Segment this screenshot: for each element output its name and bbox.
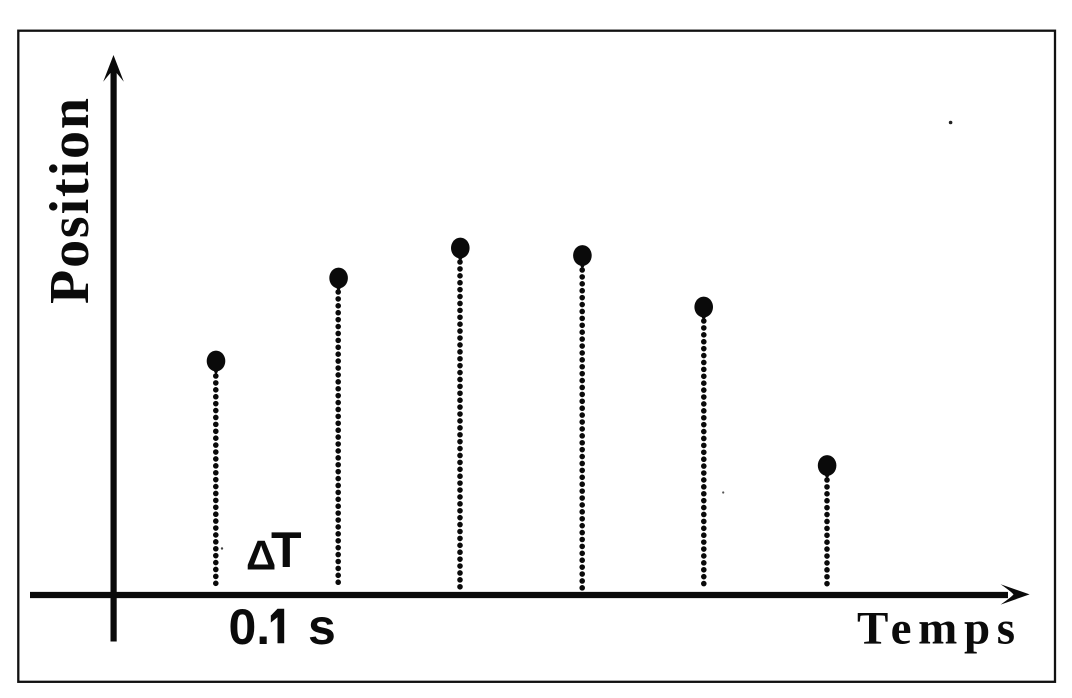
svg-text:T: T xyxy=(271,522,302,578)
svg-text:s: s xyxy=(308,599,336,655)
svg-text:Temps: Temps xyxy=(857,603,1015,655)
svg-text:Δ: Δ xyxy=(246,532,276,579)
svg-text:0.: 0. xyxy=(229,599,271,655)
svg-text:Position: Position xyxy=(39,98,101,304)
